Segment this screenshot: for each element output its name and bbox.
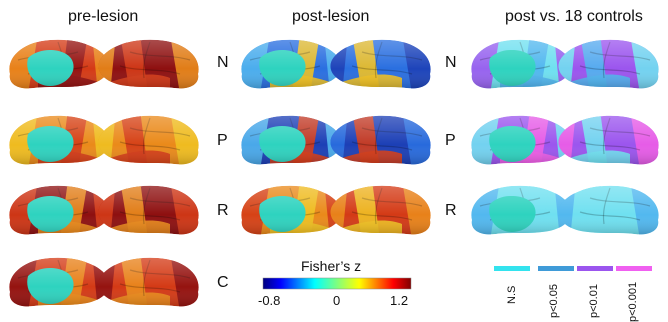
row-label-r-left: R — [217, 202, 229, 219]
legend-swatch-p01 — [577, 266, 613, 271]
brain-post-n-lateral — [330, 39, 431, 89]
brain-pre-p-lateral — [98, 115, 199, 165]
legend-label-p01: p<0.01 — [588, 284, 600, 318]
row-label-p-left: P — [217, 132, 228, 149]
title-pre-lesion: pre-lesion — [68, 8, 139, 25]
colorbar-title: Fisher’s z — [301, 258, 362, 274]
brain-post-n-medial — [241, 39, 342, 89]
row-label-n-left: N — [217, 54, 229, 71]
brain-pre-p-medial — [9, 115, 110, 165]
row-label-n-right: N — [445, 54, 457, 71]
brain-pre-c-lateral — [98, 257, 199, 307]
brain-pre-r-lateral — [98, 185, 199, 235]
brain-post-p-lateral — [330, 115, 431, 165]
title-post-vs-controls: post vs. 18 controls — [505, 8, 643, 25]
colorbar-gradient — [262, 277, 412, 290]
legend-label-p001: p<0.001 — [627, 281, 639, 322]
legend-swatch-p05 — [538, 266, 574, 271]
legend-label-p05: p<0.05 — [548, 284, 560, 318]
row-label-c-left: C — [217, 274, 229, 291]
legend-label-ns: N.S — [506, 285, 518, 304]
brain-pre-n-lateral — [98, 39, 199, 89]
brain-pre-c-medial — [9, 257, 110, 307]
brain-cmp-p-lateral — [558, 115, 659, 165]
legend-swatch-p001 — [616, 266, 652, 271]
row-label-p-right: P — [445, 132, 456, 149]
brain-post-r-lateral — [330, 185, 431, 235]
title-post-lesion: post-lesion — [292, 8, 370, 25]
brain-pre-r-medial — [9, 185, 110, 235]
brain-cmp-n-lateral — [558, 39, 659, 89]
colorbar-tick-zero: 0 — [333, 293, 341, 308]
brain-cmp-r-lateral — [558, 185, 659, 235]
row-label-r-right: R — [445, 202, 457, 219]
brain-pre-n-medial — [9, 39, 110, 89]
brain-cmp-r-medial — [471, 185, 572, 235]
legend-swatch-ns — [494, 266, 530, 271]
colorbar-tick-max: 1.2 — [390, 293, 409, 308]
colorbar-tick-min: -0.8 — [258, 293, 281, 308]
